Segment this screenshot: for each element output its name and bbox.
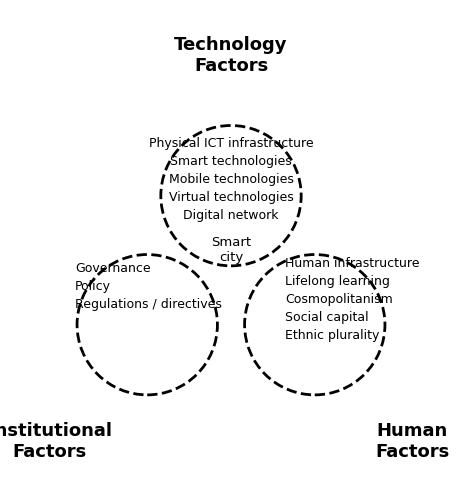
Text: Human infrastructure
Lifelong learning
Cosmopolitanism
Social capital
Ethnic plu: Human infrastructure Lifelong learning C… <box>286 258 420 342</box>
Text: Human
Factors: Human Factors <box>375 422 449 461</box>
Text: Physical ICT infrastructure
Smart technologies
Mobile technologies
Virtual techn: Physical ICT infrastructure Smart techno… <box>149 137 313 222</box>
Text: Institutional
Factors: Institutional Factors <box>0 422 112 461</box>
Text: Smart
city: Smart city <box>211 236 251 264</box>
Text: Technology
Factors: Technology Factors <box>174 36 288 75</box>
Text: Governance
Policy
Regulations / directives: Governance Policy Regulations / directiv… <box>75 262 222 310</box>
